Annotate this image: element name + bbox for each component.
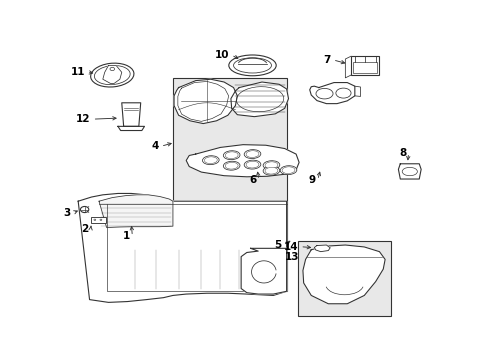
Text: 9: 9	[308, 175, 315, 185]
Ellipse shape	[401, 167, 417, 176]
Ellipse shape	[280, 166, 296, 175]
Text: 1: 1	[123, 231, 130, 242]
Polygon shape	[122, 103, 141, 126]
Text: 4: 4	[151, 141, 159, 151]
Ellipse shape	[223, 151, 240, 159]
Text: 11: 11	[70, 67, 85, 77]
Ellipse shape	[225, 162, 238, 169]
Ellipse shape	[204, 157, 217, 163]
Ellipse shape	[335, 88, 350, 98]
Text: 8: 8	[399, 148, 406, 158]
Ellipse shape	[90, 63, 134, 87]
Text: 14: 14	[283, 242, 298, 252]
FancyBboxPatch shape	[91, 217, 105, 223]
Ellipse shape	[228, 55, 276, 76]
Polygon shape	[230, 82, 288, 117]
Ellipse shape	[264, 167, 277, 174]
Ellipse shape	[244, 150, 260, 158]
Ellipse shape	[264, 162, 277, 168]
Text: 12: 12	[76, 114, 90, 124]
Ellipse shape	[233, 58, 271, 73]
Text: 10: 10	[214, 50, 229, 60]
Text: 3: 3	[63, 208, 71, 218]
Ellipse shape	[282, 167, 294, 174]
Polygon shape	[118, 126, 144, 131]
Polygon shape	[302, 245, 385, 304]
FancyBboxPatch shape	[350, 56, 379, 75]
Polygon shape	[241, 248, 286, 294]
Ellipse shape	[263, 166, 279, 175]
Text: 5: 5	[274, 240, 281, 250]
Text: 6: 6	[249, 175, 257, 185]
Polygon shape	[78, 193, 286, 302]
Ellipse shape	[245, 161, 259, 168]
Ellipse shape	[225, 152, 238, 158]
Ellipse shape	[110, 67, 114, 71]
Ellipse shape	[202, 156, 219, 165]
Polygon shape	[102, 66, 122, 84]
Ellipse shape	[244, 160, 260, 169]
Ellipse shape	[263, 161, 279, 170]
Polygon shape	[398, 164, 420, 179]
FancyBboxPatch shape	[173, 78, 286, 291]
Ellipse shape	[94, 219, 96, 220]
FancyBboxPatch shape	[353, 62, 376, 73]
Polygon shape	[99, 195, 173, 228]
Ellipse shape	[81, 207, 89, 212]
Polygon shape	[314, 245, 329, 252]
Ellipse shape	[223, 161, 240, 170]
Ellipse shape	[94, 66, 130, 85]
Text: 13: 13	[284, 252, 299, 262]
Polygon shape	[174, 79, 237, 123]
Polygon shape	[186, 145, 299, 177]
Text: 2: 2	[81, 224, 89, 234]
Polygon shape	[309, 82, 354, 104]
Ellipse shape	[245, 151, 259, 157]
Text: 7: 7	[323, 55, 330, 65]
Ellipse shape	[100, 219, 102, 220]
FancyBboxPatch shape	[297, 242, 390, 316]
Ellipse shape	[315, 89, 332, 99]
